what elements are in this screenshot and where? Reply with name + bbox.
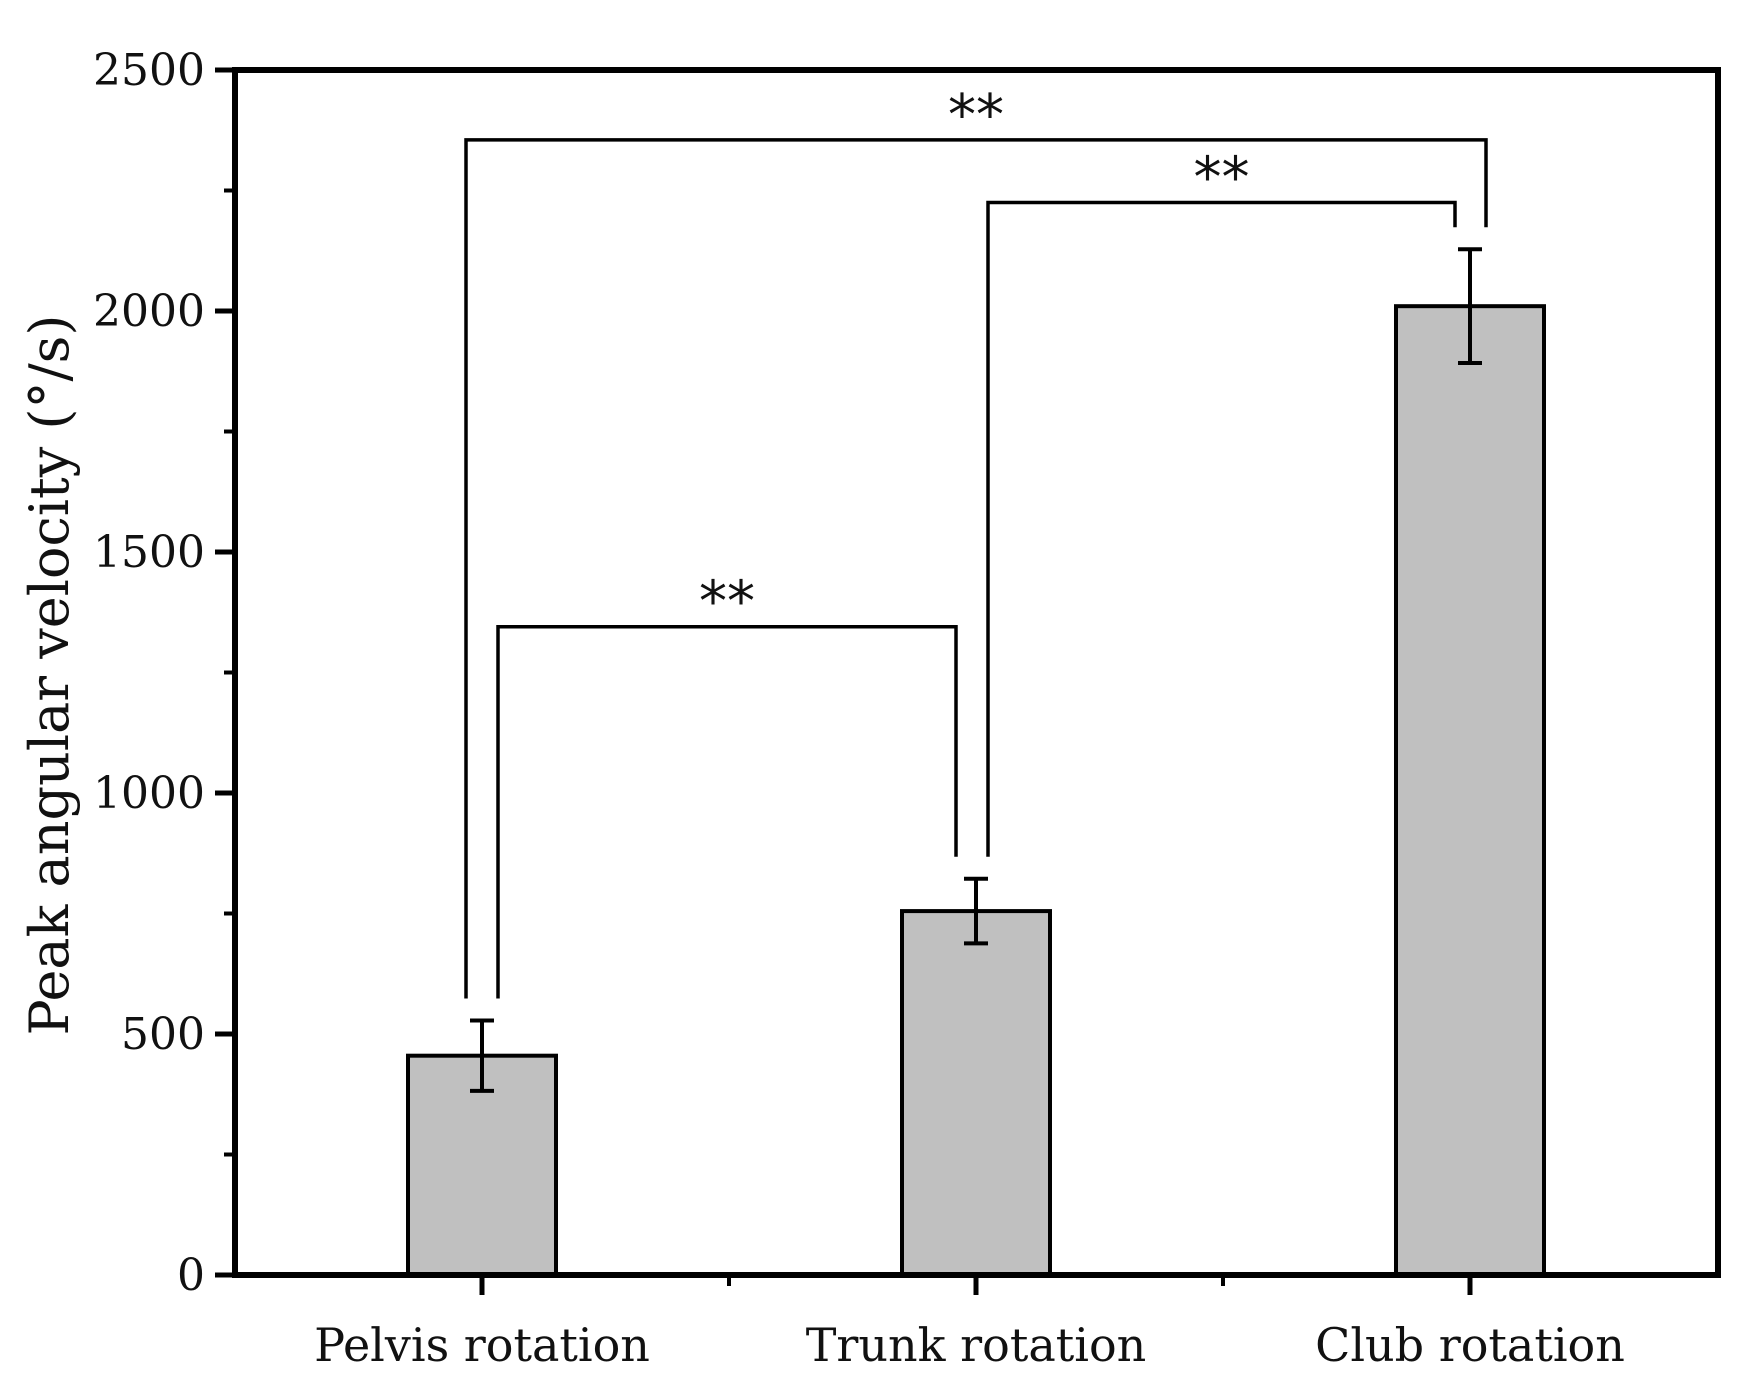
y-tick-label-1: 0	[177, 1250, 205, 1301]
x-tick-label-3: Club rotation	[1315, 1318, 1625, 1372]
significance-label-1: **	[699, 570, 755, 635]
significance-label-2: **	[1194, 146, 1250, 211]
x-tick-label-2: Trunk rotation	[806, 1318, 1147, 1372]
significance-bracket-3	[464, 138, 1488, 999]
y-tick-label-4: 1500	[93, 527, 205, 578]
y-axis-label: Peak angular velocity (°/s)	[18, 315, 81, 1036]
significance-bracket-1	[496, 624, 958, 999]
bar-2	[900, 909, 1052, 1278]
significance-label-3: **	[948, 83, 1004, 148]
x-tick-label-1: Pelvis rotation	[314, 1318, 650, 1372]
y-tick-label-5: 2000	[93, 286, 205, 337]
y-tick-label-6: 2500	[93, 45, 205, 96]
y-tick-label-3: 1000	[93, 768, 205, 819]
plot-area: ** ** ** 0 500 1000 1500 2000 2500 Pelvis rotatio…	[93, 45, 1721, 1372]
bar-3	[1394, 304, 1546, 1277]
y-tick-label-2: 500	[121, 1009, 205, 1060]
significance-bracket-2	[986, 200, 1457, 857]
